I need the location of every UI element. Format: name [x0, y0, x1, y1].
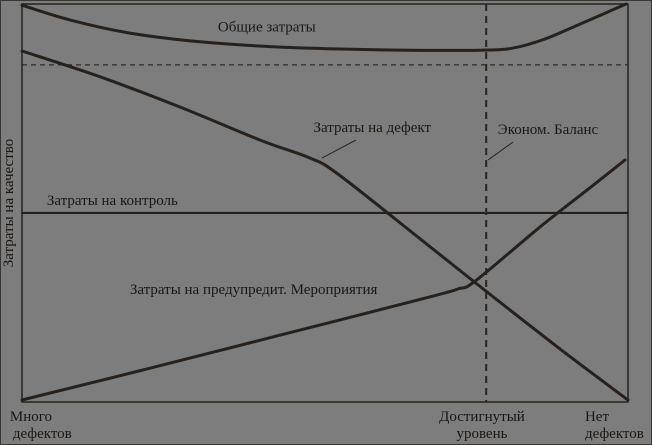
label-economic-balance: Эконом. Баланс	[498, 122, 599, 138]
x-tick-no-defects-line2: дефектов	[585, 426, 644, 442]
defect-costs-curve	[20, 49, 630, 402]
label-control-costs: Затраты на контроль	[47, 193, 178, 209]
label-prevention-costs: Затраты на предупредит. Мероприятия	[130, 282, 378, 298]
plot-area-border	[21, 3, 629, 403]
x-tick-many-defects-line1: Много	[10, 409, 52, 425]
x-tick-achieved-level-line2: уровень	[456, 426, 507, 442]
x-tick-many-defects-line2: дефектов	[13, 426, 72, 442]
x-tick-achieved-level-line1: Достигнутый	[439, 409, 525, 425]
prevention-costs-curve	[20, 158, 627, 402]
x-tick-no-defects-line1: Нет	[585, 409, 609, 425]
balance-label-leader-line	[487, 141, 514, 161]
label-defect-costs: Затраты на дефект	[313, 120, 431, 136]
defect-label-leader-line	[321, 139, 357, 159]
label-total-costs: Общие затраты	[218, 19, 316, 35]
y-axis-title: Затраты на качество	[1, 139, 17, 268]
total-costs-curve	[20, 2, 628, 52]
